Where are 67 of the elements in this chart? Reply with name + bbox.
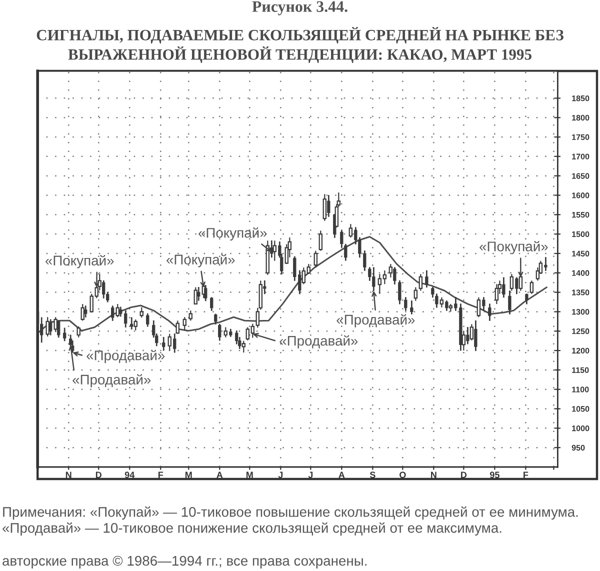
x-tick-label: A	[216, 472, 223, 478]
candlestick	[140, 306, 144, 318]
x-tick-label: J	[308, 472, 313, 478]
candlestick	[182, 316, 186, 332]
candlestick	[410, 300, 414, 314]
x-tick-label: M	[185, 472, 192, 478]
y-tick-label: 1350	[572, 290, 590, 296]
candlestick	[314, 250, 318, 268]
y-tick-label: 1500	[572, 231, 590, 238]
candlestick	[418, 273, 423, 292]
candlestick	[318, 230, 323, 252]
y-tick-label: 1100	[572, 386, 589, 392]
candlestick	[414, 286, 418, 302]
x-tick-label: N	[431, 472, 436, 478]
x-tick-label: F	[158, 472, 164, 478]
y-tick-label: 1150	[572, 367, 589, 373]
x-tick-label: 94	[124, 472, 135, 478]
y-tick-label: 1000	[572, 425, 590, 432]
candlestick	[530, 280, 534, 294]
annotation: «Покупай»	[198, 227, 267, 241]
annotation: «Продавай»	[72, 374, 151, 388]
y-tick-label: 1850	[572, 95, 590, 102]
text: авторские права © 1986—1994 гг.; все права сохранены.	[2, 556, 366, 568]
y-tick-label: 1400	[572, 270, 590, 276]
y-tick-label: 950	[572, 444, 585, 451]
candlestick	[46, 316, 50, 338]
candlestick	[194, 286, 198, 304]
x-tick-label: S	[370, 472, 376, 478]
y-tick-label: 1550	[572, 212, 590, 218]
y-tick-label: 1200	[572, 348, 590, 354]
x-tick-label: M	[246, 472, 253, 478]
y-tick-label: 1650	[572, 173, 590, 179]
y-tick-label: 1750	[572, 134, 590, 140]
candlestick	[134, 318, 138, 331]
y-tick-label: 1450	[572, 250, 590, 256]
x-tick-label: O	[400, 472, 406, 478]
x-tick-label: A	[338, 472, 345, 478]
x-tick-label: D	[461, 472, 467, 478]
text: «Продавай» — 10-тиковое понижение скользящей средней от ее максимума.	[2, 522, 502, 536]
x-tick-label: J	[278, 472, 283, 478]
y-tick-label: 1800	[572, 114, 590, 121]
annotation: «Продавай»	[86, 350, 165, 364]
y-tick-label: 1300	[572, 309, 590, 315]
text: Рисунок 3.44.	[252, 1, 348, 16]
candlestick	[494, 284, 499, 304]
candlestick	[76, 326, 80, 338]
annotation: «Продавай»	[336, 314, 415, 328]
y-tick-label: 1250	[572, 328, 590, 334]
chart-title: СИГНАЛЫ, ПОДАВАЕМЫЕ СКОЛЬЗЯЩЕЙ СРЕДНЕЙ НА РЫНКЕ БЕЗ ВЫРАЖЕННОЙ ЦЕНОВОЙ ТЕНДЕНЦИИ: КАКАО, МАРТ 1995	[36, 27, 564, 63]
y-tick-label: 1700	[572, 154, 590, 160]
candlestick	[116, 303, 120, 318]
candlestick	[188, 310, 192, 322]
candlestick	[322, 194, 327, 222]
y-tick-label: 1050	[572, 406, 590, 412]
annotation: «Покупай»	[46, 255, 114, 268]
y-tick-label: 1600	[572, 192, 590, 198]
x-tick-label: N	[66, 472, 72, 478]
x-tick-label: D	[96, 472, 102, 478]
candlestick	[130, 317, 134, 330]
x-tick-label: 95	[490, 472, 500, 478]
candlestick	[242, 340, 246, 354]
x-tick-label: F	[524, 472, 528, 478]
text: Примечания: «Покупай» — 10-тиковое повышение скользящей средней от ее минимума.	[3, 506, 578, 520]
annotation: «Продавай»	[280, 335, 358, 348]
annotation: «Покупай»	[480, 240, 548, 254]
candlestick	[80, 303, 84, 322]
annotation: «Покупай»	[166, 254, 235, 268]
